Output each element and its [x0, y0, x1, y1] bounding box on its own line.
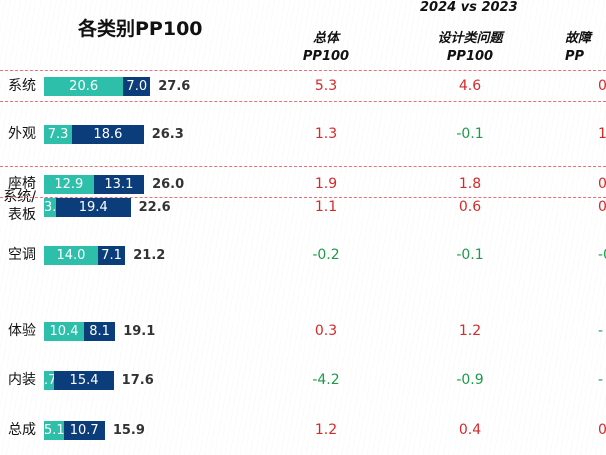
column-header-line1: 总体: [312, 31, 339, 46]
bar-total-label: 27.6: [158, 78, 191, 94]
delta-overall: 1.2: [314, 421, 338, 438]
highlight-border-line: [0, 197, 606, 198]
row-label: 系统: [8, 78, 36, 94]
delta-design: 1.2: [458, 322, 482, 339]
bar-fault: 7.0: [123, 76, 151, 96]
highlight-border-line: [0, 166, 606, 167]
bar-total-label: 15.9: [112, 422, 145, 438]
bar-design: 20.6: [44, 76, 124, 96]
bar-design: 3.1: [44, 197, 56, 217]
bar-total-label: 26.0: [152, 176, 185, 192]
delta-design: 0.4: [458, 421, 482, 438]
delta-fault: 0: [598, 421, 606, 438]
row-label: 空调: [8, 247, 36, 263]
column-header-line2: PP100: [446, 49, 494, 64]
delta-overall: 0.3: [314, 322, 338, 339]
highlight-border-line: [0, 101, 606, 102]
delta-fault: 0: [598, 198, 606, 215]
bar-fault: 18.6: [72, 124, 144, 144]
column-header-line1: 故障: [565, 31, 592, 46]
column-header-1: 总体 PP100: [266, 30, 386, 66]
delta-design: 0.6: [458, 198, 482, 215]
delta-design: -0.1: [456, 125, 484, 142]
delta-fault: -0: [598, 246, 606, 263]
row-label: 体验: [8, 323, 36, 339]
row-label: 座椅: [8, 176, 36, 192]
bar-fault: 15.4: [54, 370, 114, 390]
bar-fault: 10.7: [63, 420, 105, 440]
bar-design: 5.1: [44, 420, 64, 440]
delta-design: -0.9: [456, 371, 484, 388]
delta-overall: -0.2: [312, 246, 340, 263]
delta-fault: -: [598, 322, 604, 339]
bar-design: 7.3: [44, 124, 73, 144]
row-label: 外观: [8, 126, 36, 142]
column-header-3: 故障 PP: [565, 30, 606, 66]
bar-total-label: 26.3: [151, 126, 184, 142]
delta-overall: 1.1: [314, 198, 338, 215]
delta-overall: -4.2: [312, 371, 340, 388]
column-header-2: 设计类问题 PP100: [410, 30, 530, 66]
bar-design: 14.0: [44, 245, 98, 265]
bar-total-label: 19.1: [123, 323, 156, 339]
bar-fault: 19.4: [55, 197, 131, 217]
row-label: 内装: [8, 372, 36, 388]
bar-design: 12.9: [44, 174, 94, 194]
row-label: 总成: [8, 422, 36, 438]
delta-design: -0.1: [456, 246, 484, 263]
bar-fault: 8.1: [84, 321, 116, 341]
delta-design: 1.8: [458, 175, 482, 192]
delta-fault: 1: [598, 125, 606, 142]
row-label: 系统/表板: [3, 188, 36, 224]
delta-overall: 5.3: [314, 77, 338, 94]
delta-fault: 0: [598, 175, 606, 192]
comparison-label: 2024 vs 2023: [420, 0, 518, 15]
column-header-line2: PP100: [302, 49, 350, 64]
bar-total-label: 22.6: [138, 199, 171, 215]
bar-fault: 13.1: [93, 174, 145, 194]
delta-fault: 0: [598, 77, 606, 94]
bar-total-label: 17.6: [121, 372, 154, 388]
delta-overall: 1.3: [314, 125, 338, 142]
row-label-line2: 表板: [8, 207, 36, 223]
column-header-line2: PP: [565, 49, 585, 64]
bar-design: .7: [44, 370, 55, 390]
chart-title: 各类别PP100: [78, 18, 203, 40]
delta-fault: -: [598, 371, 604, 388]
bar-fault: 7.1: [97, 245, 126, 265]
delta-overall: 1.9: [314, 175, 338, 192]
bar-total-label: 21.2: [133, 247, 166, 263]
column-header-line1: 设计类问题: [437, 31, 503, 46]
highlight-border-line: [0, 70, 606, 71]
bar-design: 10.4: [44, 321, 85, 341]
delta-design: 4.6: [458, 77, 482, 94]
